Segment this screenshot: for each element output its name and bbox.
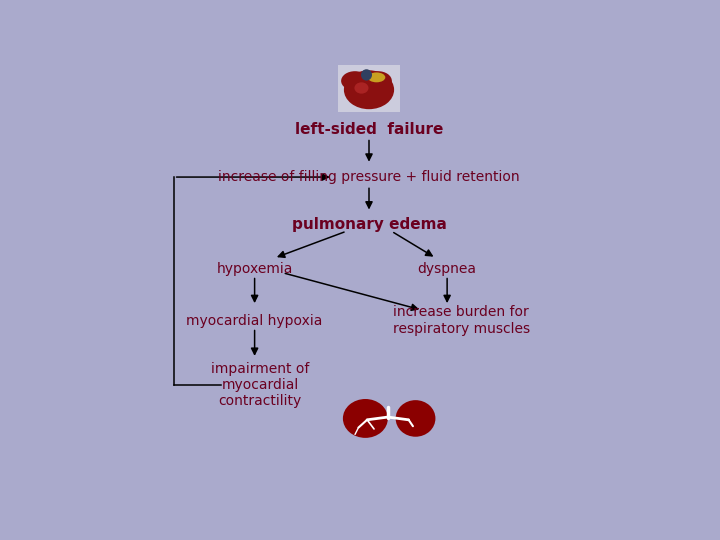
- Ellipse shape: [368, 72, 385, 82]
- Text: myocardial hypoxia: myocardial hypoxia: [186, 314, 323, 328]
- Ellipse shape: [341, 71, 369, 91]
- Text: pulmonary edema: pulmonary edema: [292, 218, 446, 232]
- Ellipse shape: [344, 70, 394, 109]
- FancyBboxPatch shape: [338, 59, 400, 112]
- Text: increase of filling pressure + fluid retention: increase of filling pressure + fluid ret…: [218, 170, 520, 184]
- Text: dyspnea: dyspnea: [418, 261, 477, 275]
- FancyBboxPatch shape: [338, 377, 445, 446]
- Text: increase burden for
respiratory muscles: increase burden for respiratory muscles: [392, 306, 530, 336]
- Ellipse shape: [361, 69, 372, 80]
- Ellipse shape: [354, 82, 369, 93]
- Ellipse shape: [364, 71, 392, 91]
- Ellipse shape: [343, 399, 388, 438]
- Text: impairment of
myocardial
contractility: impairment of myocardial contractility: [211, 362, 310, 408]
- Text: hypoxemia: hypoxemia: [217, 261, 293, 275]
- Text: left-sided  failure: left-sided failure: [294, 122, 444, 137]
- Ellipse shape: [396, 400, 436, 437]
